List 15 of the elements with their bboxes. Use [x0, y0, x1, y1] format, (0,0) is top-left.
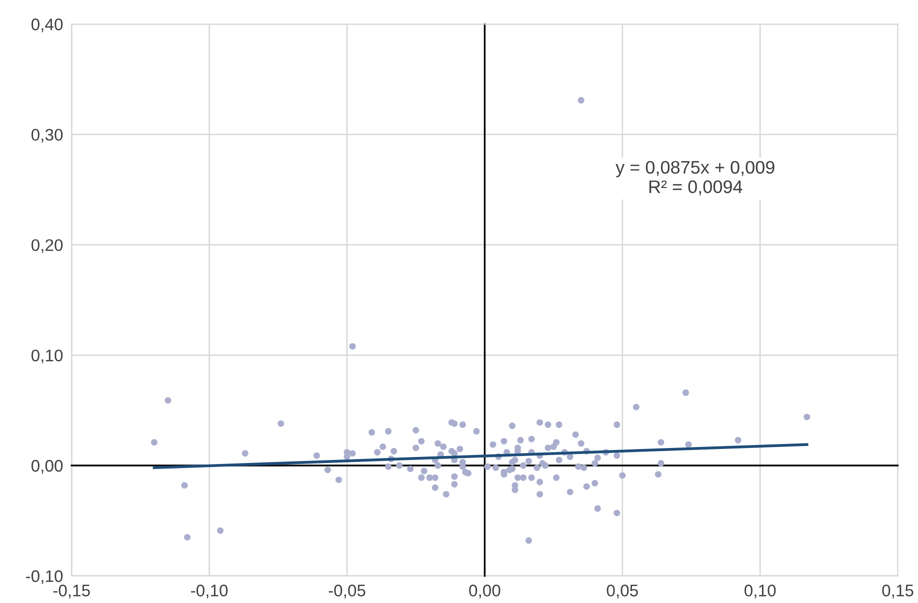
y-tick-label: 0,30 [31, 128, 63, 143]
y-tick-label: 0,10 [31, 350, 63, 364]
x-tick-label: -0,05 [328, 584, 366, 598]
x-tick-label: -0,15 [53, 584, 90, 598]
y-tick-label: 0,20 [31, 239, 63, 253]
x-tick-label: 0,05 [606, 584, 638, 598]
x-tick-label: 0,00 [469, 584, 500, 598]
x-tick-label: 0,10 [744, 584, 776, 598]
y-tick-label: 0,00 [31, 460, 63, 474]
y-tick-label: 0,40 [31, 18, 63, 32]
y-tick-label: -0,10 [26, 570, 63, 584]
annotation: y = 0,0875x + 0,009 [616, 160, 774, 178]
x-tick-label: 0,15 [882, 584, 914, 598]
annotation: R² = 0,0094 [649, 180, 742, 196]
x-tick-label: -0,10 [191, 584, 228, 598]
